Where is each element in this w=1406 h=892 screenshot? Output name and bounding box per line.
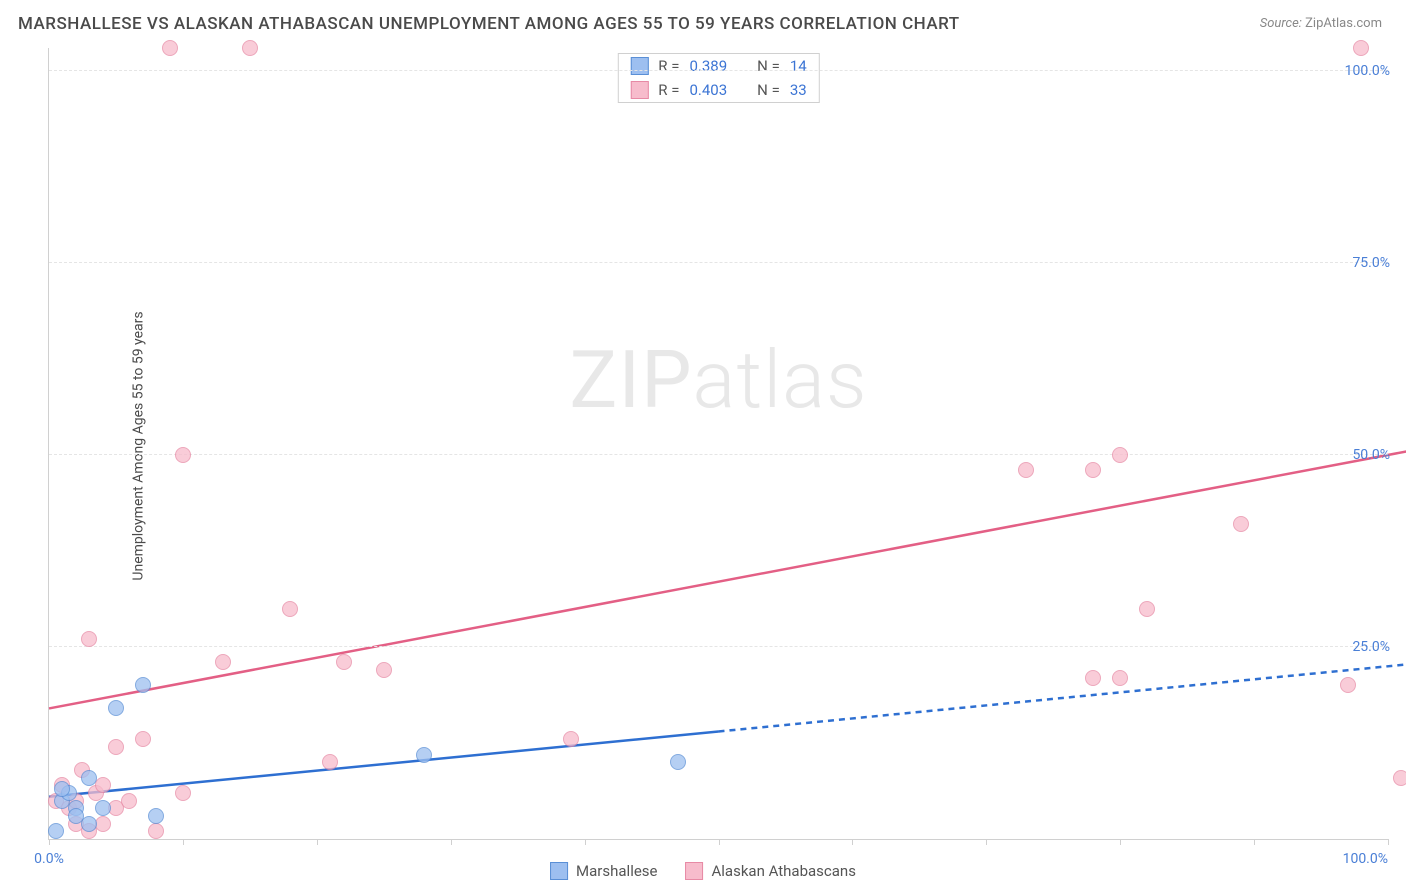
x-tick — [585, 839, 586, 845]
legend-label: Alaskan Athabascans — [712, 862, 856, 880]
stats-row-pink: R = 0.403 N = 33 — [618, 78, 818, 102]
data-point — [48, 823, 64, 839]
r-label: R = — [658, 81, 679, 99]
source-name: ZipAtlas.com — [1305, 16, 1382, 31]
data-point — [1353, 40, 1369, 56]
gridline — [49, 70, 1388, 71]
data-point — [95, 800, 111, 816]
data-point — [416, 747, 432, 763]
x-tick — [719, 839, 720, 845]
series-legend: Marshallese Alaskan Athabascans — [550, 862, 856, 880]
gridline — [49, 262, 1388, 263]
y-tick-label: 50.0% — [1346, 447, 1390, 463]
legend-item-pink: Alaskan Athabascans — [686, 862, 856, 880]
y-tick-label: 25.0% — [1346, 639, 1390, 655]
data-point — [215, 654, 231, 670]
data-point — [376, 662, 392, 678]
source-attribution: Source: ZipAtlas.com — [1260, 16, 1382, 31]
data-point — [336, 654, 352, 670]
swatch-pink — [686, 862, 704, 880]
x-tick — [317, 839, 318, 845]
x-tick — [1120, 839, 1121, 845]
data-point — [1085, 670, 1101, 686]
x-tick — [1388, 839, 1389, 845]
data-point — [95, 777, 111, 793]
x-tick — [451, 839, 452, 845]
data-point — [1393, 770, 1406, 786]
data-point — [1233, 516, 1249, 532]
data-point — [81, 816, 97, 832]
legend-label: Marshallese — [576, 862, 657, 880]
x-tick-label: 0.0% — [34, 851, 64, 867]
data-point — [1112, 447, 1128, 463]
x-tick — [183, 839, 184, 845]
data-point — [1340, 677, 1356, 693]
gridline — [49, 646, 1388, 647]
data-point — [81, 770, 97, 786]
data-point — [148, 823, 164, 839]
y-tick-label: 75.0% — [1346, 255, 1390, 271]
data-point — [322, 754, 338, 770]
legend-item-blue: Marshallese — [550, 862, 657, 880]
data-point — [121, 793, 137, 809]
chart-plot-area: ZIPatlas R = 0.389 N = 14 R = 0.403 N = … — [48, 48, 1388, 840]
data-point — [81, 631, 97, 647]
n-label: N = — [757, 81, 780, 99]
x-tick — [852, 839, 853, 845]
trendline — [719, 662, 1406, 731]
trendlines-layer — [49, 48, 1388, 839]
data-point — [1085, 462, 1101, 478]
data-point — [242, 40, 258, 56]
swatch-blue — [550, 862, 568, 880]
data-point — [148, 808, 164, 824]
data-point — [175, 785, 191, 801]
x-tick — [1254, 839, 1255, 845]
stats-row-blue: R = 0.389 N = 14 — [618, 54, 818, 78]
x-tick — [986, 839, 987, 845]
data-point — [563, 731, 579, 747]
data-point — [175, 447, 191, 463]
x-tick — [49, 839, 50, 845]
n-value: 14 — [790, 57, 807, 75]
n-value: 33 — [790, 81, 807, 99]
stats-legend: R = 0.389 N = 14 R = 0.403 N = 33 — [617, 53, 819, 103]
data-point — [108, 739, 124, 755]
data-point — [108, 700, 124, 716]
data-point — [54, 781, 70, 797]
data-point — [670, 754, 686, 770]
x-tick-label: 100.0% — [1343, 851, 1388, 867]
swatch-blue — [630, 57, 648, 75]
chart-title: MARSHALLESE VS ALASKAN ATHABASCAN UNEMPL… — [18, 14, 960, 34]
data-point — [1139, 601, 1155, 617]
gridline — [49, 454, 1388, 455]
r-value: 0.403 — [689, 81, 727, 99]
data-point — [1112, 670, 1128, 686]
trendline — [49, 447, 1406, 708]
data-point — [135, 731, 151, 747]
source-label: Source: — [1260, 16, 1302, 31]
y-tick-label: 100.0% — [1339, 63, 1390, 79]
data-point — [282, 601, 298, 617]
r-label: R = — [658, 57, 679, 75]
n-label: N = — [757, 57, 780, 75]
swatch-pink — [630, 81, 648, 99]
r-value: 0.389 — [689, 57, 727, 75]
data-point — [135, 677, 151, 693]
data-point — [1018, 462, 1034, 478]
data-point — [162, 40, 178, 56]
